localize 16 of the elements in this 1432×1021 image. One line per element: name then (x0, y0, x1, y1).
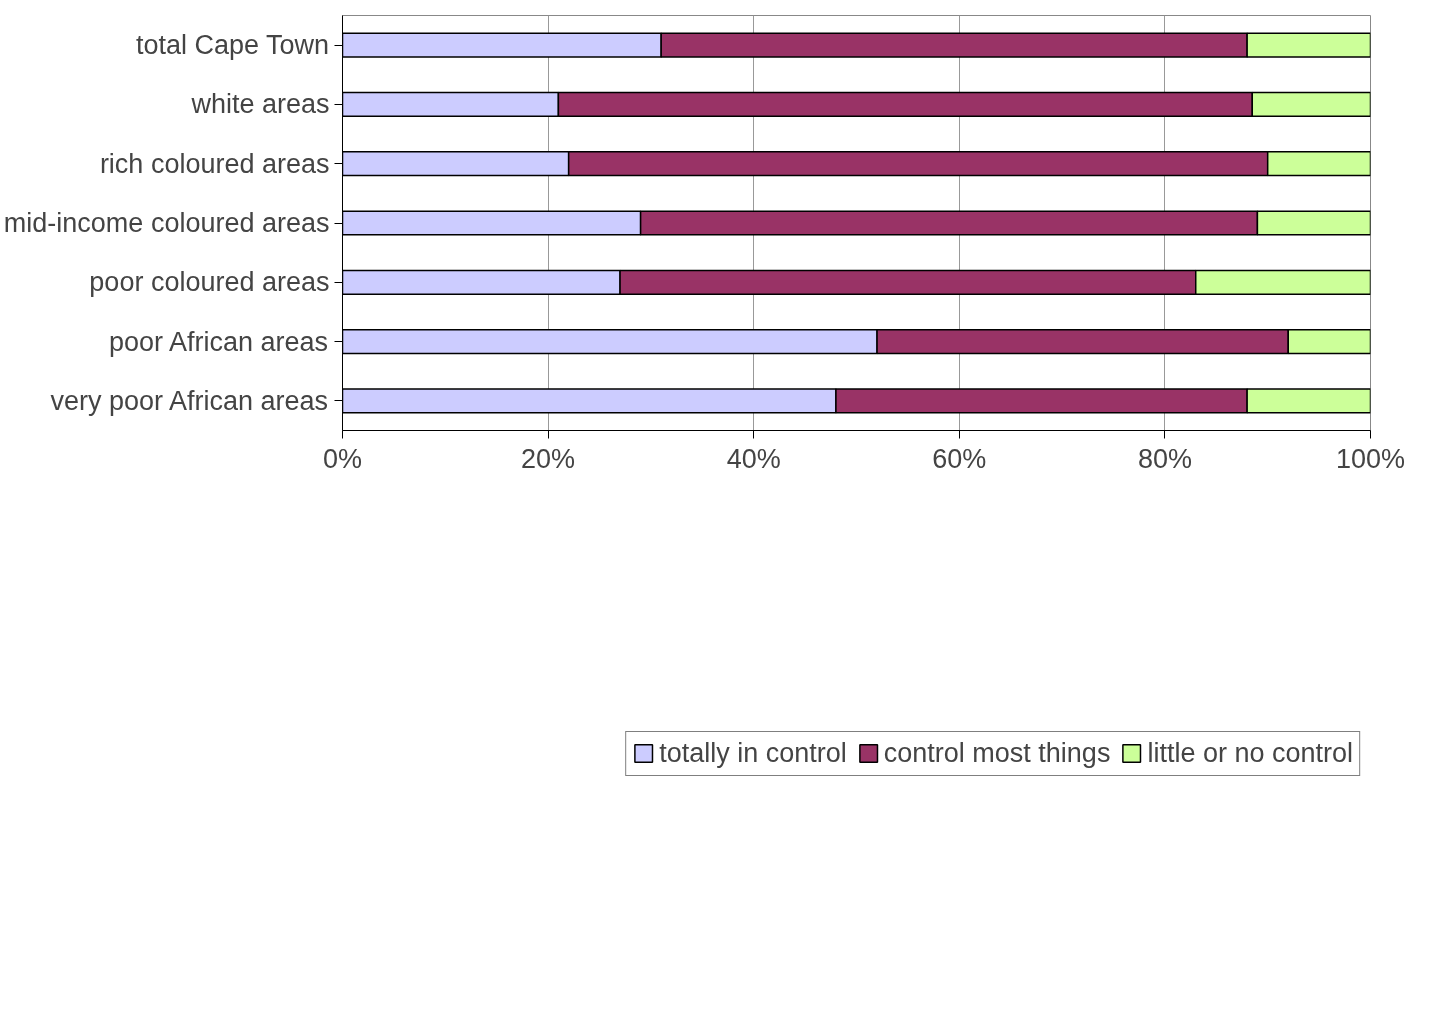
y-tick-label: total Cape Town (135, 30, 330, 61)
x-tick-label: 20% (521, 443, 576, 474)
x-tick-label: 0% (322, 443, 363, 474)
legend-label: little or no control (1147, 737, 1353, 769)
y-tick-label: very poor African areas (50, 385, 329, 416)
legend-label: totally in control (659, 737, 847, 769)
x-tick-label: 80% (1137, 443, 1192, 474)
x-tick-label: 100% (1335, 443, 1406, 474)
y-tick-label: poor coloured areas (89, 267, 330, 298)
y-tick-label: mid-income coloured areas (3, 208, 330, 238)
legend-label: control most things (883, 737, 1111, 769)
y-tick-label: rich coloured areas (99, 148, 330, 179)
x-tick-label: 60% (932, 443, 987, 474)
y-tick-label: white areas (190, 89, 330, 120)
x-tick-label: 40% (726, 443, 781, 474)
y-tick-label: poor African areas (108, 326, 329, 357)
